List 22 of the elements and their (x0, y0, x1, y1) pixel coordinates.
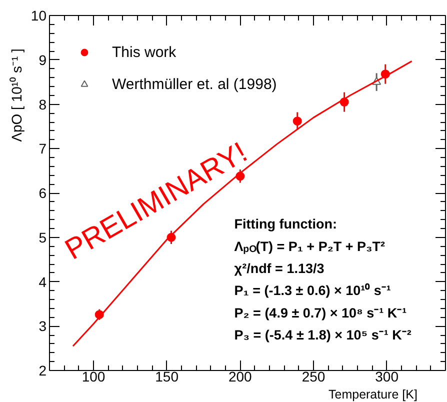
annotation: P₁ = (-1.3 ± 0.6) × 10¹⁰ s⁻¹ (234, 283, 392, 298)
annotation: P₃ = (-5.4 ± 1.8) × 10⁵ s⁻¹ K⁻² (234, 328, 412, 342)
x-tick-label: 200 (228, 368, 252, 384)
y-tick-label: 8 (38, 96, 47, 112)
y-tick-label: 4 (38, 274, 47, 290)
x-tick-label: 100 (82, 368, 106, 384)
annotation: χ²/ndf = 1.13/3 (234, 260, 325, 276)
y-tick-label: 3 (38, 318, 47, 334)
x-tick-label: 300 (375, 368, 399, 384)
y-tick-label: 7 (38, 140, 47, 157)
x-tick-label: 250 (302, 368, 326, 384)
y-tick-label: 10 (30, 8, 47, 24)
x-axis-title: Temperature [K] (328, 388, 418, 402)
y-tick-label: 6 (38, 185, 47, 201)
y-axis-title: ΛpO [ 10¹⁰ s⁻¹ ] (8, 48, 24, 142)
y-tick-label: 9 (38, 52, 47, 68)
legend-label: This work (112, 44, 176, 60)
legend-label: Werthmüller et. al (1998) (112, 76, 277, 92)
y-tick-label: 2 (38, 362, 47, 378)
y-tick-label: 5 (38, 229, 47, 246)
x-tick-label: 150 (155, 368, 179, 384)
annotation: P₂ = (4.9 ± 0.7) × 10⁸ s⁻¹ K⁻¹ (234, 305, 408, 320)
